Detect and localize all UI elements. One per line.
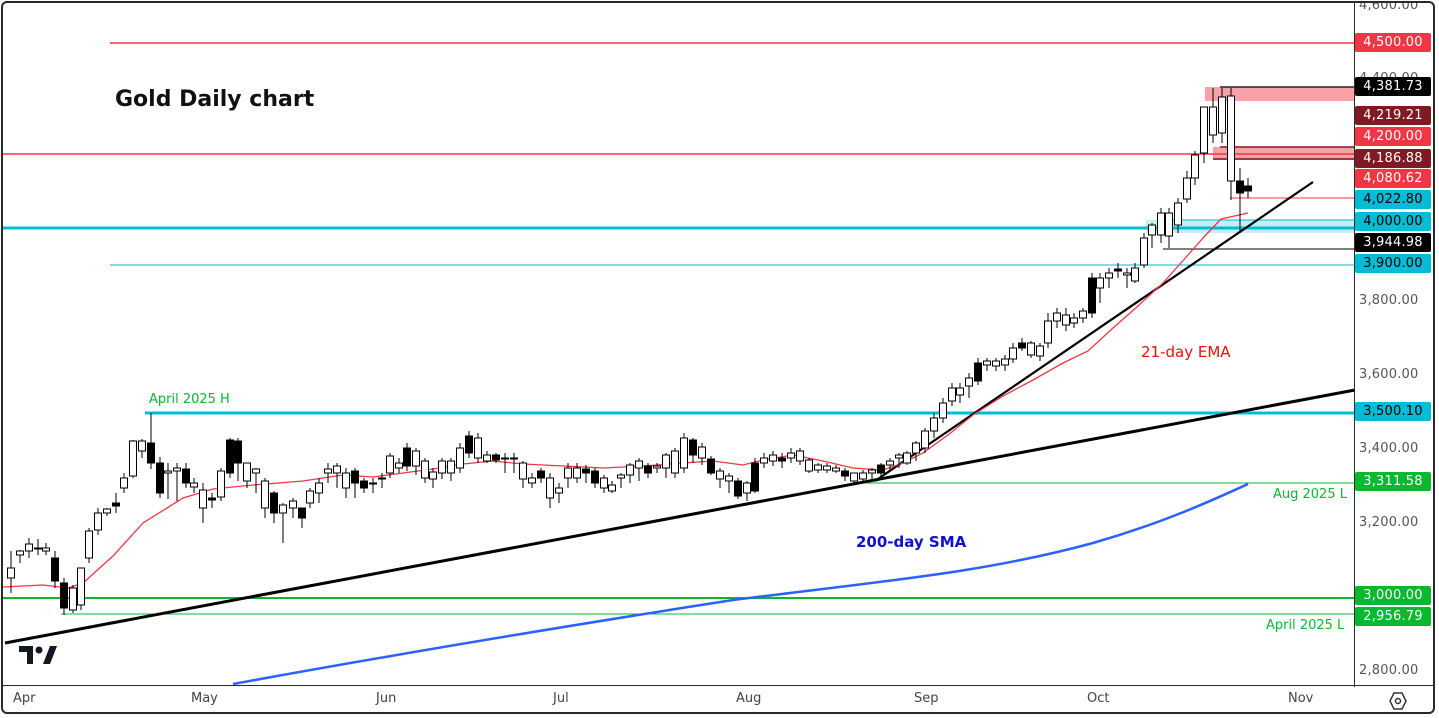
annotation-aug-low: Aug 2025 L <box>1273 487 1347 502</box>
annotation-april-high: April 2025 H <box>149 392 230 407</box>
price-label-3900: 3,900.00 <box>1355 254 1431 273</box>
price-label-4000: 4,000.00 <box>1355 212 1431 231</box>
time-axis-border <box>3 685 1433 686</box>
time-label-aug: Aug <box>736 691 762 706</box>
price-tick: 2,800.00 <box>1359 663 1419 678</box>
price-tick: 3,400.00 <box>1359 441 1419 456</box>
resistance-zone-high <box>1205 87 1355 101</box>
price-label-4219: 4,219.21 <box>1355 106 1431 125</box>
tradingview-logo-icon[interactable] <box>19 646 57 666</box>
price-label-4022: 4,022.80 <box>1355 190 1431 209</box>
time-label-jul: Jul <box>553 691 569 706</box>
price-label-4200: 4,200.00 <box>1355 127 1431 146</box>
candlestick-series <box>7 88 1252 615</box>
time-label-jun: Jun <box>376 691 397 706</box>
price-label-4381: 4,381.73 <box>1355 77 1431 96</box>
time-label-sep: Sep <box>914 691 939 706</box>
annotation-ema: 21-day EMA <box>1141 343 1231 361</box>
sma-200-line <box>232 482 1249 686</box>
time-label-nov: Nov <box>1288 691 1314 706</box>
price-label-3500: 3,500.10 <box>1355 402 1431 421</box>
price-label-4500: 4,500.00 <box>1355 33 1431 52</box>
price-label-3311: 3,311.58 <box>1355 472 1431 491</box>
price-label-4186: 4,186.88 <box>1355 149 1431 168</box>
price-tick: 3,600.00 <box>1359 367 1419 382</box>
annotation-sma: 200-day SMA <box>856 533 967 551</box>
price-label-3000: 3,000.00 <box>1355 586 1431 605</box>
chart-title: Gold Daily chart <box>115 87 315 112</box>
price-label-4080: 4,080.62 <box>1355 169 1431 188</box>
price-label-2956: 2,956.79 <box>1355 607 1431 626</box>
price-axis-border <box>1354 3 1355 687</box>
settings-hex-icon[interactable] <box>1388 691 1408 711</box>
price-tick: 4,600.00 <box>1359 1 1419 13</box>
chart-canvas[interactable] <box>3 3 1435 714</box>
annotation-april-low: April 2025 L <box>1266 618 1345 633</box>
price-label-3944: 3,944.98 <box>1355 233 1431 252</box>
time-label-may: May <box>191 691 218 706</box>
price-tick: 3,200.00 <box>1359 515 1419 530</box>
time-label-oct: Oct <box>1087 691 1110 706</box>
price-tick: 3,800.00 <box>1359 293 1419 308</box>
trendline-long-term <box>4 388 1356 645</box>
time-label-apr: Apr <box>13 691 36 706</box>
